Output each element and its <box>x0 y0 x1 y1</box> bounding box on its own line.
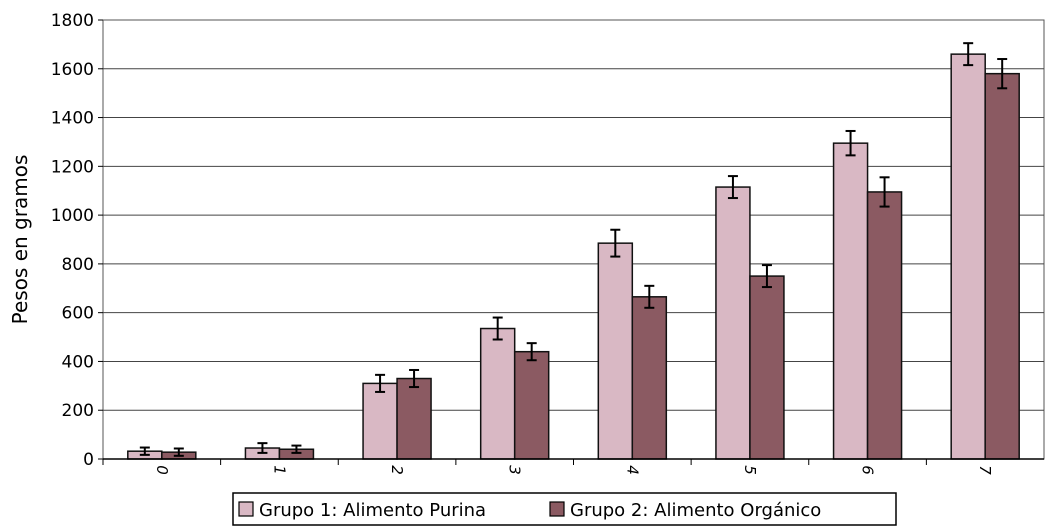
y-tick-label: 1800 <box>51 11 94 31</box>
x-tick-label: 3 <box>506 465 524 475</box>
y-tick-label: 1000 <box>51 206 94 226</box>
x-tick-label: 4 <box>623 465 641 475</box>
legend-label-grupo-1: Grupo 1: Alimento Purina <box>259 500 486 521</box>
y-tick-label: 1600 <box>51 60 94 80</box>
y-axis-label: Pesos en gramos <box>8 155 32 325</box>
bar-grupo-2 <box>866 191 903 460</box>
bars-layer <box>127 53 1020 460</box>
legend-swatch-grupo-1 <box>238 501 254 517</box>
axis-layer: 0 200 400 600 800 1000 1200 1400 1600 1800 0 1 2 3 4 5 6… <box>51 11 1044 475</box>
y-tick-label: 200 <box>62 401 94 421</box>
error-bars-layer <box>139 42 1008 457</box>
legend-label-grupo-2: Grupo 2: Alimento Orgánico <box>570 500 821 521</box>
legend: Grupo 1: Alimento Purina Grupo 2: Aliment… <box>232 492 897 526</box>
bar-grupo-2 <box>749 275 785 460</box>
y-tick-label: 0 <box>83 450 94 470</box>
bar-grupo-1 <box>715 186 751 460</box>
bar-grupo-2 <box>396 377 432 460</box>
bar-grupo-2 <box>984 72 1020 460</box>
bar-grupo-1 <box>597 242 634 460</box>
x-tick-label: 5 <box>741 465 759 475</box>
y-tick-label: 800 <box>62 255 94 275</box>
bar-grupo-2 <box>631 296 668 460</box>
bar-grupo-1 <box>362 382 398 460</box>
x-tick-label: 6 <box>859 465 877 475</box>
bar-grupo-1 <box>832 142 869 460</box>
bar-grupo-1 <box>950 53 986 460</box>
y-tick-label: 600 <box>62 304 94 324</box>
y-tick-label: 1200 <box>51 157 94 177</box>
x-tick-label: 1 <box>270 465 288 475</box>
x-tick-label: 7 <box>976 465 994 475</box>
legend-swatch-grupo-2 <box>549 501 565 517</box>
y-tick-label: 400 <box>62 352 94 372</box>
x-tick-label: 2 <box>388 465 406 475</box>
bar-grupo-2 <box>513 350 550 460</box>
y-tick-label: 1400 <box>51 109 94 129</box>
x-tick-label: 0 <box>153 465 171 475</box>
plot-area <box>102 19 1045 460</box>
bar-grupo-1 <box>479 327 516 460</box>
grid-layer <box>102 19 1045 460</box>
